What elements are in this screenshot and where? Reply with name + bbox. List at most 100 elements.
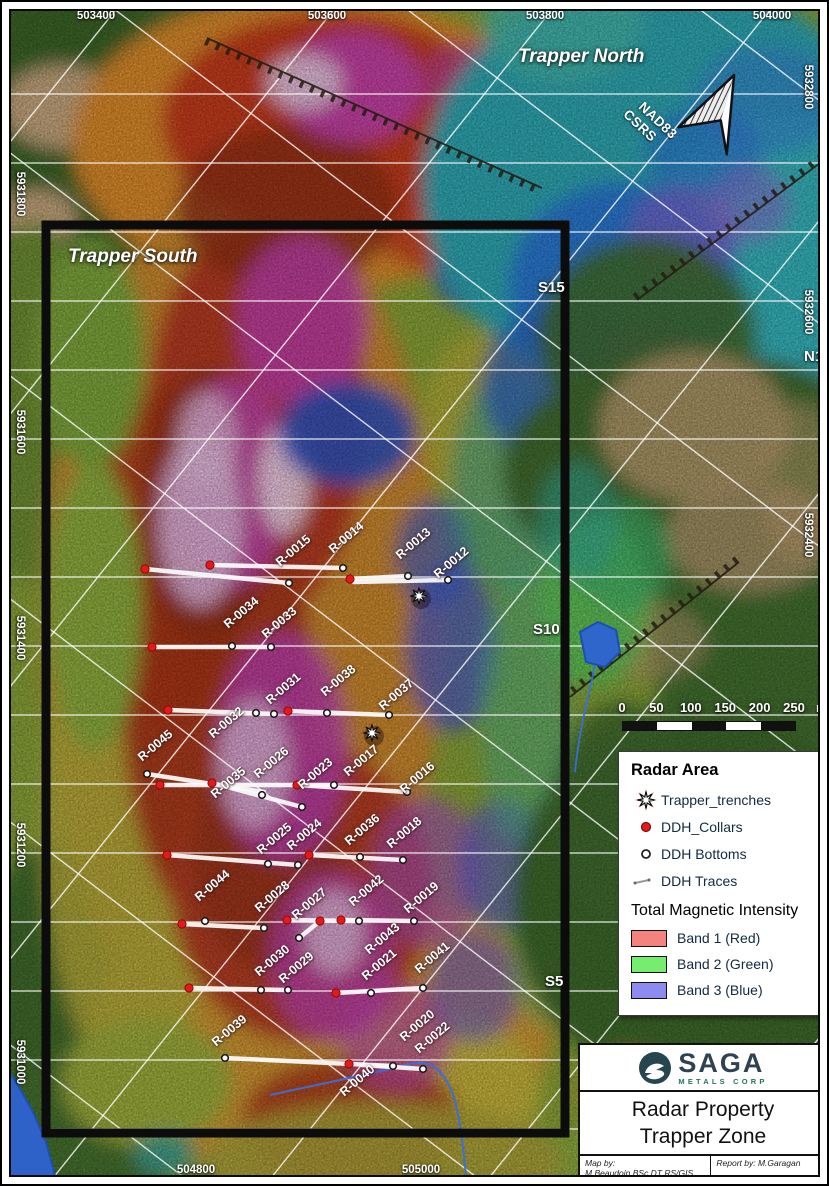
grid-label-easting-top: 503400 — [76, 10, 116, 22]
legend-title: Radar Area — [631, 761, 719, 779]
legend-band-label: Band 2 (Green) — [677, 956, 774, 972]
legend-item-label: DDH Bottoms — [661, 845, 747, 862]
legend: Radar Area Trapper_trenches DDH_Collars DD… — [618, 751, 818, 1016]
ddh-bottom-marker — [257, 790, 267, 800]
ddh-collar-marker — [177, 919, 187, 929]
ddh-trace — [351, 577, 451, 585]
ddh-bottom-marker — [366, 988, 376, 998]
legend-item-label: Trapper_trenches — [661, 791, 771, 808]
ddh-bottom-marker — [293, 860, 303, 870]
region-label: Trapper North — [518, 46, 645, 67]
ddh-collars — [140, 560, 355, 1069]
report-by-cell: Report by: M.Garagan — [710, 1156, 818, 1175]
grid-label-northing-right: 5932800 — [802, 64, 814, 110]
map-labels-layer: Trapper North Trapper South 503400 503600 50… — [11, 10, 818, 1176]
legend-band: Band 2 (Green) — [631, 951, 812, 977]
trapper-trenches — [361, 585, 431, 746]
collar-dot-icon — [631, 820, 661, 834]
legend-band-label: Band 1 (Red) — [677, 930, 761, 946]
map-by-label: Map by: — [585, 1158, 616, 1168]
title-block: SAGA METALS CORP Radar Property Trapper … — [578, 1043, 818, 1175]
map-widgets-layer: NAD83 CSRS 0 50 100 150 200 250 m Radar Area T… — [11, 11, 818, 1175]
legend-item-label: DDH_Collars — [661, 818, 743, 835]
ddh-bottom-marker — [142, 769, 152, 779]
map-title-line2: Trapper Zone — [639, 1125, 767, 1148]
ddh-bottom-marker — [384, 710, 394, 720]
ddh-collar-marker — [205, 560, 215, 570]
projection-label: NAD83 CSRS — [620, 99, 680, 155]
stream-path — [574, 664, 596, 773]
map-title: Radar Property Trapper Zone — [580, 1090, 818, 1154]
ddh-trace — [285, 708, 392, 718]
legend-bands: Band 1 (Red) Band 2 (Green) Band 3 (Blue) — [631, 925, 812, 1003]
grid-line-northing — [11, 1044, 183, 1175]
ddh-collar-marker — [345, 574, 355, 584]
scale-tick: 100 — [679, 700, 702, 715]
ddh-trace — [142, 566, 292, 586]
grid-line-northing — [11, 152, 818, 770]
ddh-collar-marker — [163, 705, 173, 715]
ddh-bottom-marker — [297, 802, 307, 812]
grid-label-easting-top: 504000 — [752, 10, 792, 22]
company-logo: SAGA METALS CORP — [580, 1045, 818, 1090]
ddh-bottom-marker — [283, 985, 293, 995]
ddh-bottoms — [142, 563, 453, 1074]
ddh-bottom-marker — [329, 780, 339, 790]
grid-label-easting-bottom: 505000 — [401, 1164, 441, 1176]
north-arrow-icon — [677, 73, 736, 156]
claim-boundary — [204, 37, 818, 698]
grid-label-northing-left: 5931600 — [14, 409, 26, 455]
ddh-bottom-marker — [200, 916, 210, 926]
ddh-bottom-marker — [398, 855, 408, 865]
ddh-collar-marker — [147, 642, 157, 652]
grid-line-northing — [115, 11, 818, 547]
claim-boundary-line — [569, 561, 740, 698]
legend-item-label: DDH Traces — [661, 872, 738, 889]
scale-segment — [657, 722, 692, 730]
map-canvas: Trapper North Trapper South 503400 503600 50… — [9, 9, 820, 1177]
scale-segment — [623, 722, 658, 730]
ddh-bottom-marker — [259, 923, 269, 933]
legend-tmi-title: Total Magnetic Intensity — [631, 902, 799, 919]
scale-segment — [726, 722, 761, 730]
section-line-label: S15 — [538, 279, 565, 296]
grid-label-northing-left: 5931400 — [14, 615, 26, 661]
scale-segment — [760, 722, 796, 730]
map-overlay — [11, 11, 818, 1175]
section-line-label: N1 — [804, 348, 818, 365]
ddh-trace — [338, 917, 417, 924]
ddh-traces — [142, 562, 451, 1072]
grid-line-easting — [54, 220, 818, 1175]
grid-line-northing — [408, 11, 818, 324]
scale-tick: 250 — [783, 700, 805, 715]
ddh-bottom-marker — [403, 571, 413, 581]
scale-tick: 0 — [618, 700, 626, 715]
ddh-collar-marker — [184, 983, 194, 993]
ddh-bottom-marker — [388, 1061, 398, 1071]
ddh-collar-marker — [344, 1059, 354, 1069]
ddh-collar-marker — [331, 988, 341, 998]
trench-star-icon — [410, 587, 428, 605]
trench-star-icon — [631, 788, 661, 812]
band-color-swatch — [631, 955, 667, 973]
ddh-bottom-marker — [251, 708, 261, 718]
legend-band: Band 1 (Red) — [631, 925, 812, 951]
section-line-label: S5 — [545, 973, 564, 990]
claim-boundary-line — [206, 37, 543, 189]
bottom-circle-icon — [631, 847, 661, 861]
band-color-swatch — [631, 929, 667, 947]
ddh-bottom-marker — [263, 859, 273, 869]
trapper-south-outline — [41, 220, 570, 1138]
ddh-bottom-marker — [418, 983, 428, 993]
trench-star-icon — [363, 724, 381, 742]
legend-item: Trapper_trenches — [631, 786, 812, 813]
claim-boundary-teeth — [565, 556, 739, 697]
ddh-trace — [164, 852, 301, 868]
claim-boundary-teeth — [632, 155, 818, 300]
ddh-trace — [186, 985, 291, 993]
ddh-bottom-marker — [338, 563, 348, 573]
grid-line-easting — [272, 493, 818, 1175]
ddh-collar-marker — [315, 916, 325, 926]
grid-line-easting — [11, 11, 334, 415]
